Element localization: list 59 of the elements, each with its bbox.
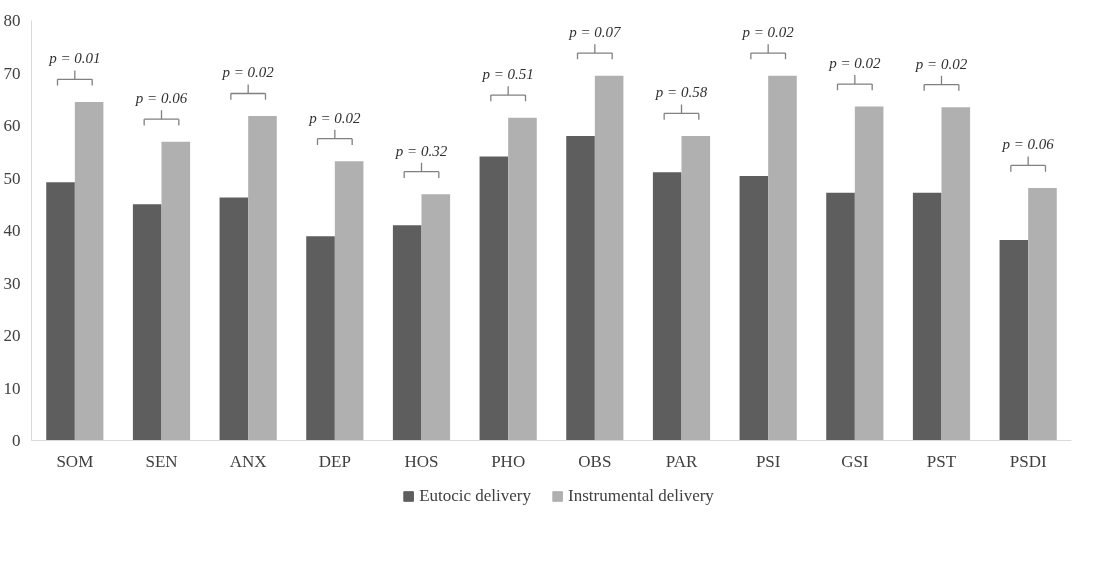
- annotation: p = 0.06: [1001, 136, 1055, 153]
- annotation: p = 0.32: [394, 142, 448, 159]
- bar: [912, 192, 942, 441]
- bar: [681, 136, 711, 441]
- bar: [132, 204, 162, 441]
- bar: [46, 182, 75, 441]
- bar: [334, 161, 364, 441]
- bar: [421, 194, 451, 441]
- x-tick-label: PST: [926, 451, 957, 471]
- annotation: p = 0.51: [481, 66, 534, 83]
- x-tick-label: PAR: [665, 451, 698, 471]
- bar: [941, 107, 971, 441]
- annotation: p = 0.02: [308, 109, 362, 126]
- x-tick-label: PHO: [491, 451, 526, 471]
- y-tick-label: 60: [3, 116, 21, 135]
- bar: [999, 239, 1029, 441]
- annotation: p = 0.06: [134, 90, 188, 107]
- x-tick-label: ANX: [229, 451, 267, 471]
- y-tick-label: 0: [12, 431, 21, 450]
- annotation: p = 0.07: [568, 24, 623, 41]
- bar: [768, 75, 797, 441]
- x-tick-label: PSI: [755, 451, 781, 471]
- y-tick-label: 10: [3, 378, 21, 398]
- x-tick-label: OBS: [578, 451, 612, 471]
- y-tick-label: 80: [3, 11, 21, 30]
- annotation: p = 0.02: [221, 64, 275, 81]
- bar: [392, 225, 422, 441]
- bar: [479, 156, 509, 441]
- bar: [161, 141, 191, 441]
- bar: [854, 106, 884, 441]
- x-tick-label: SOM: [56, 451, 94, 471]
- bar: [739, 175, 769, 441]
- y-tick-label: 40: [3, 221, 21, 240]
- annotation: p = 0.02: [741, 24, 795, 41]
- x-tick-label: DEP: [318, 451, 351, 471]
- x-tick-label: HOS: [404, 451, 439, 471]
- annotation: p = 0.02: [828, 55, 882, 72]
- bar: [1028, 187, 1057, 441]
- bar: [594, 75, 624, 441]
- y-tick-label: 30: [3, 273, 21, 293]
- x-tick-label: GSI: [841, 451, 869, 471]
- annotation: p = 0.01: [48, 50, 101, 67]
- y-tick-label: 70: [3, 63, 21, 83]
- y-tick-label: 50: [3, 168, 21, 188]
- bar: [74, 101, 104, 441]
- x-tick-label: SEN: [145, 451, 178, 471]
- legend-label: Eutocic delivery: [419, 485, 531, 506]
- bar: [508, 117, 537, 441]
- bar: [219, 197, 249, 441]
- y-tick-label: 20: [3, 326, 21, 345]
- bar: [306, 236, 335, 441]
- bar: [652, 172, 682, 441]
- annotation: p = 0.58: [654, 84, 708, 101]
- x-tick-label: PSDI: [1009, 451, 1047, 471]
- annotation: p = 0.02: [914, 55, 968, 72]
- bar: [566, 136, 595, 441]
- legend-label: Instrumental delivery: [568, 485, 714, 506]
- bar: [248, 116, 277, 441]
- bar: [826, 192, 855, 441]
